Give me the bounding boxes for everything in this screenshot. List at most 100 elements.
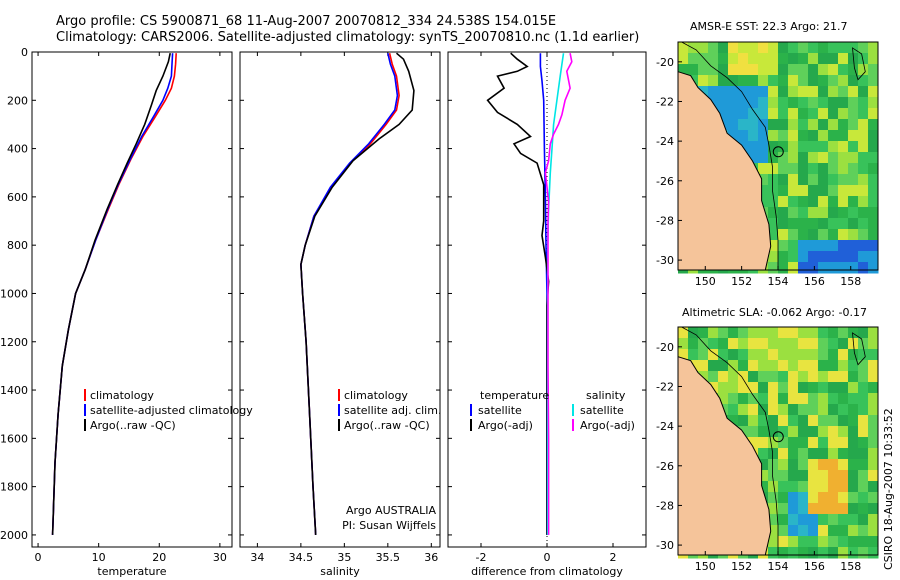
legend-swatch: [84, 404, 86, 416]
field-cell: [848, 547, 859, 559]
field-cell: [768, 371, 779, 383]
field-cell: [748, 75, 759, 87]
field-cell: [838, 371, 849, 383]
field-cell: [778, 349, 789, 361]
field-cell: [858, 459, 869, 471]
field-cell: [688, 338, 699, 350]
field-cell: [718, 86, 729, 98]
field-cell: [778, 525, 789, 537]
field-cell: [798, 525, 809, 537]
field-cell: [868, 503, 879, 515]
y-tick-label: -20: [656, 56, 674, 69]
field-cell: [828, 470, 839, 482]
x-tick-label: 30: [213, 551, 227, 564]
series-line-1: [486, 52, 550, 535]
field-cell: [808, 492, 819, 504]
field-cell: [808, 470, 819, 482]
field-cell: [808, 437, 819, 449]
field-cell: [818, 327, 829, 339]
field-cell: [798, 119, 809, 131]
field-cell: [788, 53, 799, 65]
field-cell: [808, 459, 819, 471]
field-cell: [848, 207, 859, 219]
field-cell: [848, 130, 859, 142]
field-cell: [748, 130, 759, 142]
field-cell: [848, 349, 859, 361]
field-cell: [818, 64, 829, 76]
field-cell: [858, 141, 869, 153]
field-cell: [818, 196, 829, 208]
field-cell: [738, 393, 749, 405]
field-cell: [708, 42, 719, 54]
reef-contour: [852, 332, 866, 366]
field-cell: [828, 426, 839, 438]
y-tick-label: 200: [7, 94, 28, 107]
field-cell: [718, 75, 729, 87]
field-cell: [768, 426, 779, 438]
field-cell: [868, 338, 879, 350]
field-cell: [808, 207, 819, 219]
field-cell: [858, 492, 869, 504]
shelf-contour: [681, 41, 779, 270]
field-cell: [768, 240, 779, 252]
field-cell: [828, 338, 839, 350]
field-cell: [798, 360, 809, 372]
field-cell: [828, 536, 839, 548]
field-cell: [738, 42, 749, 54]
field-cell: [798, 229, 809, 241]
field-cell: [868, 459, 879, 471]
field-cell: [838, 481, 849, 493]
field-cell: [828, 163, 839, 175]
field-cell: [778, 64, 789, 76]
series-line-2: [51, 53, 171, 535]
field-cell: [708, 360, 719, 372]
y-tick-label: 400: [7, 143, 28, 156]
y-tick-label: -20: [656, 341, 674, 354]
field-cell: [848, 185, 859, 197]
field-cell: [808, 240, 819, 252]
field-cell: [848, 525, 859, 537]
field-cell: [808, 371, 819, 383]
field-cell: [858, 229, 869, 241]
field-cell: [778, 196, 789, 208]
field-cell: [868, 240, 879, 252]
field-cell: [848, 404, 859, 416]
field-cell: [798, 196, 809, 208]
field-cell: [848, 393, 859, 405]
field-cell: [778, 360, 789, 372]
field-cell: [808, 360, 819, 372]
x-tick-label: 150: [695, 560, 716, 573]
y-tick-label: 1000: [0, 287, 28, 300]
field-cell: [718, 42, 729, 54]
field-cell: [798, 382, 809, 394]
field-cell: [818, 382, 829, 394]
field-cell: [788, 152, 799, 164]
field-cell: [808, 108, 819, 120]
field-cell: [788, 525, 799, 537]
field-cell: [678, 349, 689, 361]
field-cell: [808, 130, 819, 142]
field-cell: [818, 240, 829, 252]
field-cell: [858, 481, 869, 493]
field-cell: [858, 119, 869, 131]
field-cell: [678, 327, 689, 339]
field-cell: [838, 470, 849, 482]
field-cell: [768, 108, 779, 120]
field-cell: [798, 437, 809, 449]
field-cell: [758, 196, 769, 208]
field-cell: [868, 349, 879, 361]
field-cell: [748, 42, 759, 54]
field-cell: [768, 97, 779, 109]
field-cell: [788, 382, 799, 394]
field-cell: [788, 536, 799, 548]
y-tick-label: 1400: [0, 384, 28, 397]
field-cell: [768, 525, 779, 537]
field-cell: [728, 371, 739, 383]
field-cell: [768, 229, 779, 241]
field-cell: [868, 481, 879, 493]
field-cell: [758, 75, 769, 87]
field-cell: [788, 448, 799, 460]
field-cell: [728, 382, 739, 394]
field-cell: [698, 327, 709, 339]
field-cell: [768, 86, 779, 98]
